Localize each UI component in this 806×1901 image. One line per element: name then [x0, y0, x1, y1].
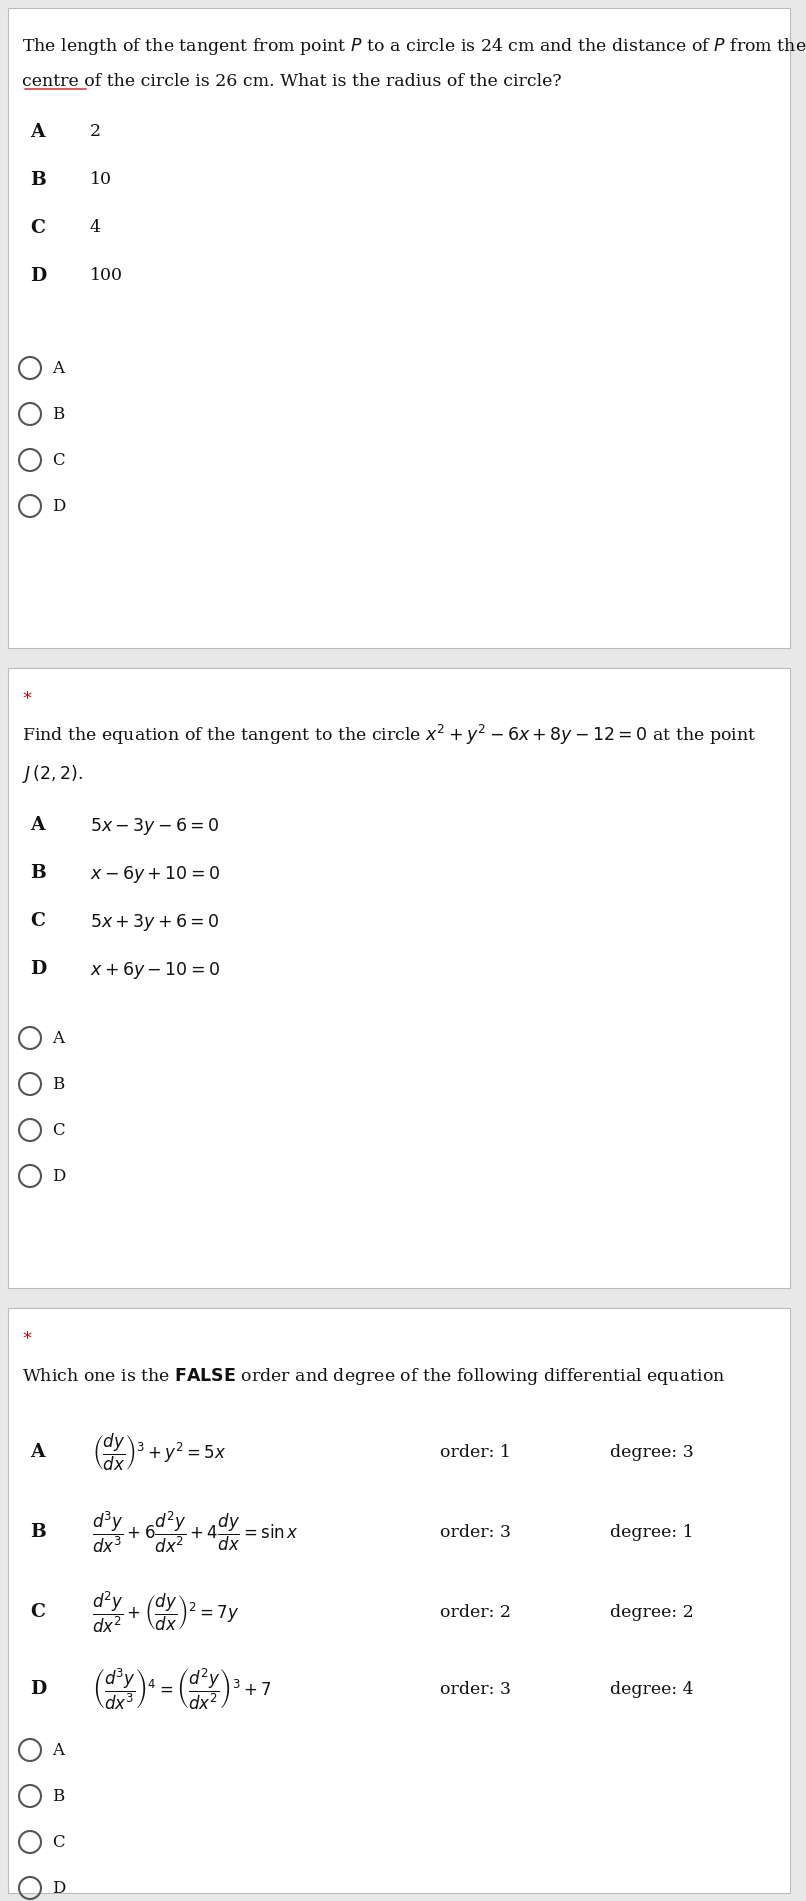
Text: degree: 1: degree: 1 — [610, 1523, 694, 1540]
Text: D: D — [30, 1680, 46, 1698]
Text: C: C — [52, 1833, 64, 1850]
Text: 2: 2 — [90, 124, 101, 141]
Text: degree: 4: degree: 4 — [610, 1680, 694, 1698]
Text: $x-6y+10=0$: $x-6y+10=0$ — [90, 863, 220, 886]
Text: C: C — [30, 219, 45, 238]
Text: 10: 10 — [90, 171, 112, 188]
Bar — [8, 1308, 790, 1893]
Text: 100: 100 — [90, 266, 123, 283]
Text: $\left(\dfrac{dy}{dx}\right)^3+y^2=5x$: $\left(\dfrac{dy}{dx}\right)^3+y^2=5x$ — [92, 1431, 226, 1473]
Text: $\dfrac{d^2y}{dx^2}+\left(\dfrac{dy}{dx}\right)^2=7y$: $\dfrac{d^2y}{dx^2}+\left(\dfrac{dy}{dx}… — [92, 1589, 239, 1635]
Text: centre of the circle is 26 cm. What is the radius of the circle?: centre of the circle is 26 cm. What is t… — [22, 72, 562, 89]
Text: Which one is the $\mathbf{FALSE}$ order and degree of the following differential: Which one is the $\mathbf{FALSE}$ order … — [22, 1367, 725, 1388]
Text: $J\,(2,2)$.: $J\,(2,2)$. — [22, 762, 83, 785]
Text: C: C — [52, 452, 64, 468]
Text: order: 3: order: 3 — [440, 1523, 511, 1540]
Text: *: * — [22, 1331, 31, 1348]
Text: B: B — [52, 1787, 64, 1804]
Text: A: A — [52, 1741, 64, 1758]
Text: C: C — [52, 1122, 64, 1139]
Text: degree: 2: degree: 2 — [610, 1604, 694, 1620]
Bar — [8, 8, 790, 648]
Text: D: D — [52, 1880, 65, 1897]
Text: B: B — [30, 863, 46, 882]
Text: D: D — [52, 1167, 65, 1184]
Text: order: 2: order: 2 — [440, 1604, 511, 1620]
Text: A: A — [30, 816, 44, 835]
Text: C: C — [30, 1603, 45, 1622]
Text: order: 3: order: 3 — [440, 1680, 511, 1698]
Text: *: * — [22, 690, 31, 707]
Text: 4: 4 — [90, 219, 101, 236]
Text: B: B — [52, 405, 64, 422]
Text: A: A — [52, 359, 64, 376]
Text: B: B — [52, 1076, 64, 1093]
Text: $5x-3y-6=0$: $5x-3y-6=0$ — [90, 816, 219, 836]
Text: $5x+3y+6=0$: $5x+3y+6=0$ — [90, 912, 219, 933]
Text: D: D — [52, 498, 65, 515]
Text: degree: 3: degree: 3 — [610, 1443, 694, 1460]
Text: order: 1: order: 1 — [440, 1443, 511, 1460]
Text: A: A — [52, 1030, 64, 1046]
Text: D: D — [30, 960, 46, 977]
Text: $\dfrac{d^3y}{dx^3}+6\dfrac{d^2y}{dx^2}+4\dfrac{dy}{dx}=\sin x$: $\dfrac{d^3y}{dx^3}+6\dfrac{d^2y}{dx^2}+… — [92, 1509, 299, 1555]
Text: Find the equation of the tangent to the circle $x^2+y^2-6x+8y-12=0$ at the point: Find the equation of the tangent to the … — [22, 722, 756, 747]
Bar — [8, 667, 790, 1289]
Text: $\left(\dfrac{d^3y}{dx^3}\right)^4=\left(\dfrac{d^2y}{dx^2}\right)^3+7$: $\left(\dfrac{d^3y}{dx^3}\right)^4=\left… — [92, 1667, 272, 1711]
Text: The length of the tangent from point $P$ to a circle is 24 cm and the distance o: The length of the tangent from point $P$… — [22, 36, 806, 57]
Text: A: A — [30, 124, 44, 141]
Text: C: C — [30, 912, 45, 930]
Text: B: B — [30, 171, 46, 188]
Text: $x+6y-10=0$: $x+6y-10=0$ — [90, 960, 220, 981]
Text: D: D — [30, 266, 46, 285]
Text: A: A — [30, 1443, 44, 1462]
Text: B: B — [30, 1523, 46, 1542]
